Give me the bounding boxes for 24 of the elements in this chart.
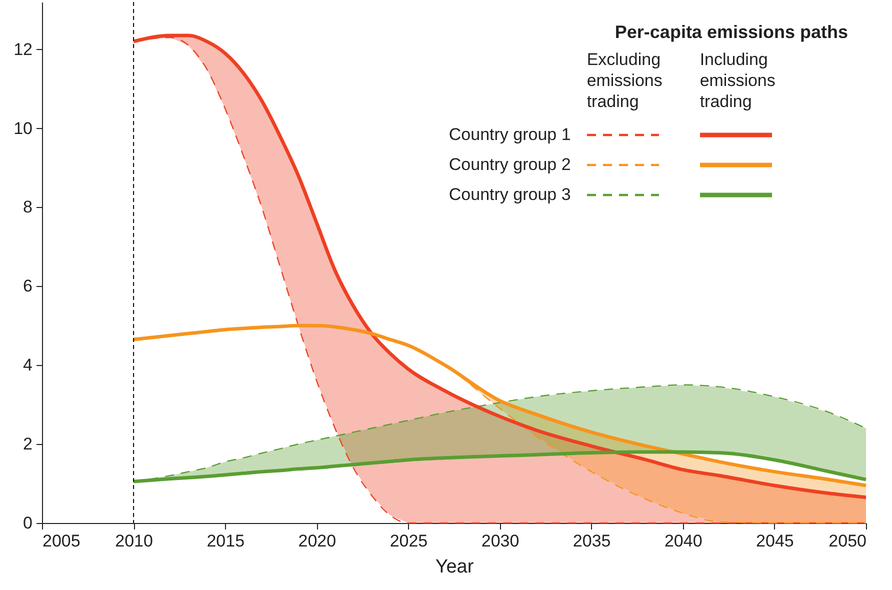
y-tick-label: 10 [14, 118, 32, 138]
x-tick-label: 2025 [390, 532, 428, 550]
x-tick-label: 2020 [298, 532, 336, 550]
y-tick-label: 2 [23, 434, 32, 454]
y-tick-label: 8 [23, 198, 32, 217]
y-tick-label: 12 [14, 40, 32, 59]
legend-label: Country group 2 [448, 154, 572, 176]
legend-label: Country group 1 [448, 124, 572, 146]
annotation: Excluding emissions trading [586, 49, 664, 113]
x-tick-label: 2015 [206, 532, 245, 550]
x-tick-label: 2030 [481, 532, 520, 550]
legend-title: Per-capita emissions paths [614, 22, 848, 43]
x-axis-title: Year [435, 556, 474, 578]
y-tick-label: 6 [23, 276, 32, 296]
x-tick-label: 2010 [115, 532, 153, 550]
y-tick-label: 4 [23, 356, 32, 375]
x-tick-label: 2045 [756, 532, 794, 550]
legend-label: Country group 3 [448, 184, 572, 206]
x-tick-label: 2035 [572, 532, 611, 550]
x-tick-label: 2050 [828, 532, 866, 550]
x-tick-label: 2005 [42, 532, 80, 550]
annotation: Including emissions trading [698, 49, 776, 113]
x-tick-label: 2040 [664, 532, 702, 550]
y-tick-label: 0 [23, 514, 32, 532]
